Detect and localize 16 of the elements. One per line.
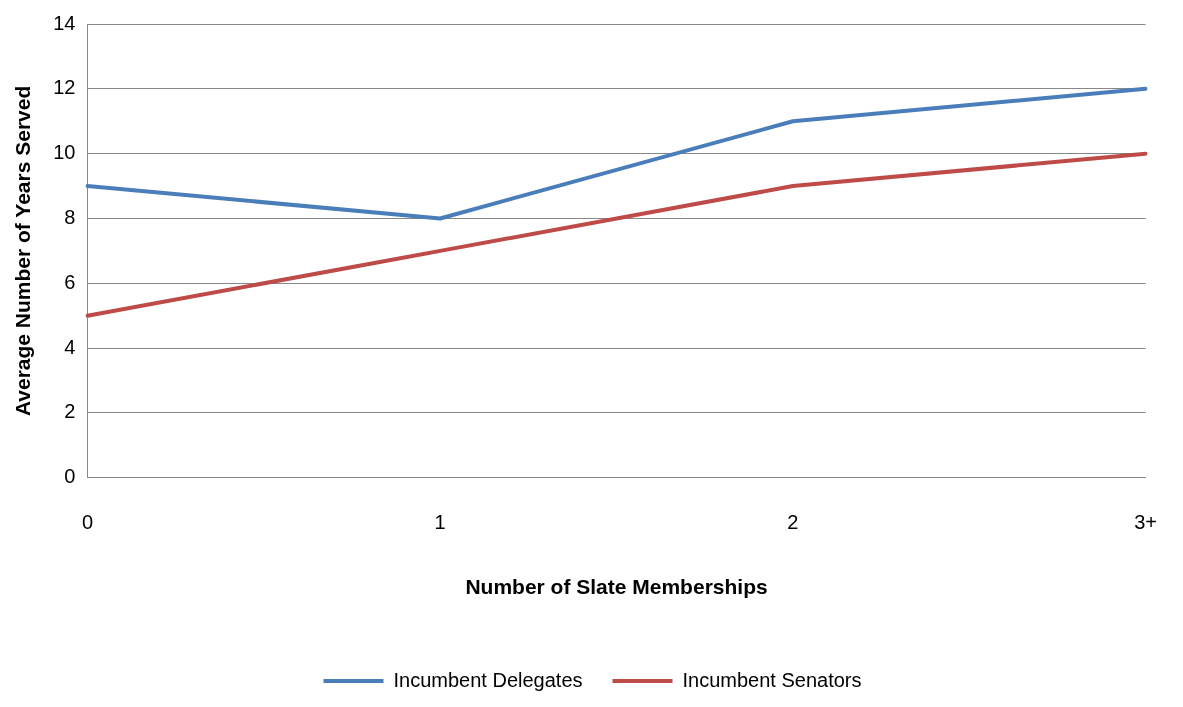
x-axis-title: Number of Slate Memberships xyxy=(465,575,768,599)
y-tick-label: 6 xyxy=(64,270,76,293)
x-tick-label: 3+ xyxy=(1134,511,1157,534)
y-tick-label: 0 xyxy=(64,465,76,488)
legend-label: Incumbent Senators xyxy=(682,668,862,691)
y-tick-label: 12 xyxy=(53,76,76,99)
y-tick-label: 8 xyxy=(64,206,76,228)
y-axis-title: Average Number of Years Served xyxy=(11,85,35,417)
y-tick-label: 4 xyxy=(64,335,76,358)
x-tick-label: 1 xyxy=(434,511,446,534)
x-tick-label: 2 xyxy=(787,511,799,534)
y-tick-label: 10 xyxy=(53,141,76,164)
x-tick-label: 0 xyxy=(81,511,94,534)
y-tick-label: 14 xyxy=(53,11,76,34)
legend-label: Incumbent Delegates xyxy=(393,668,583,691)
y-tick-label: 2 xyxy=(64,400,76,423)
